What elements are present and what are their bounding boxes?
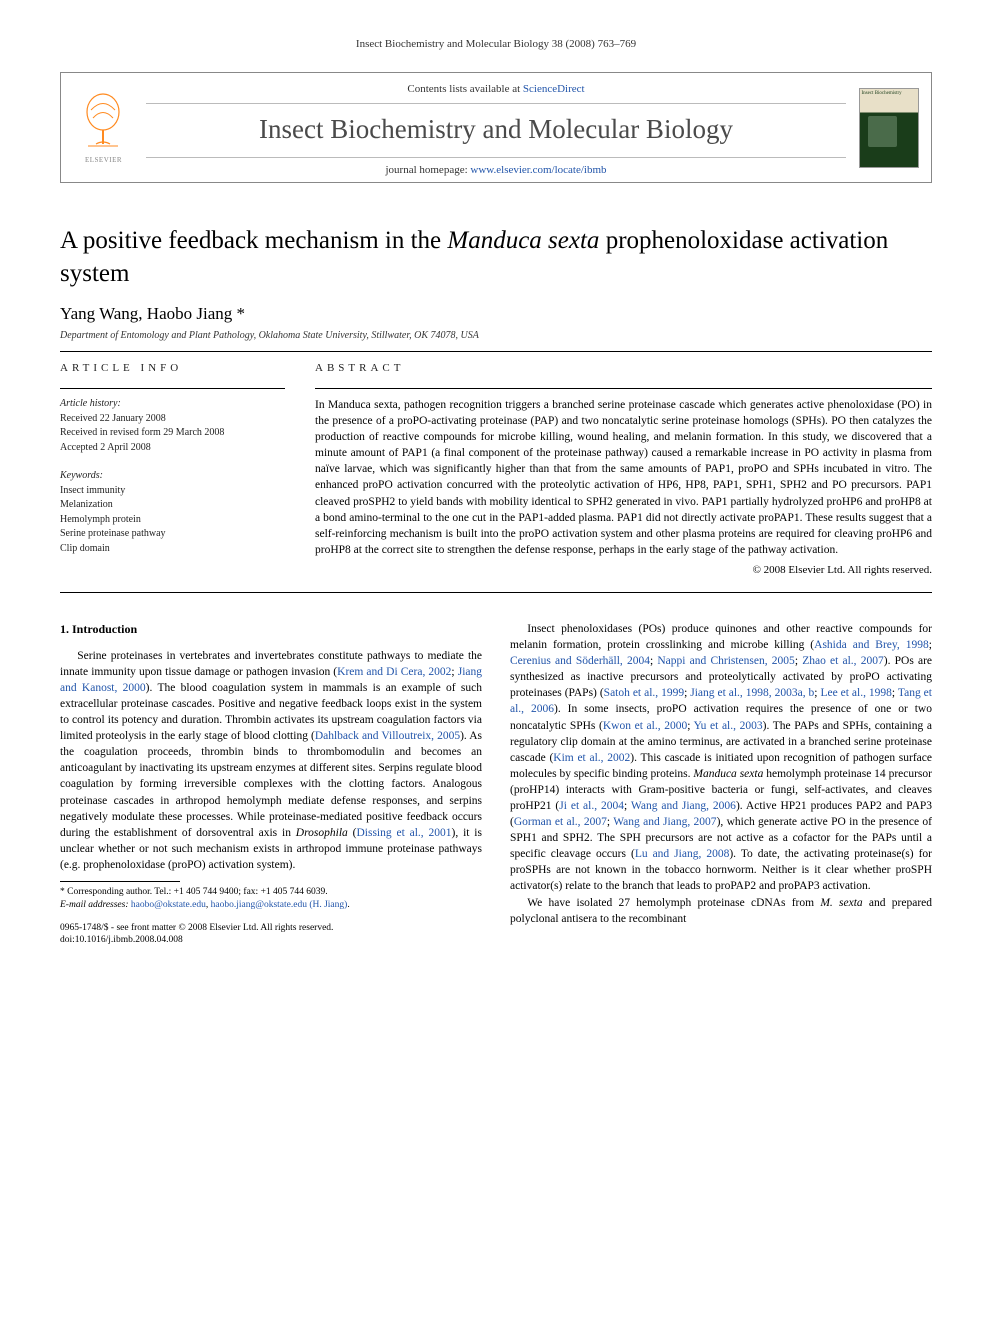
author-list: Yang Wang, Haobo Jiang * — [60, 304, 932, 324]
sciencedirect-link[interactable]: ScienceDirect — [523, 83, 585, 95]
masthead-center: Contents lists available at ScienceDirec… — [158, 73, 834, 182]
citation-link[interactable]: Yu et al., 2003 — [694, 720, 763, 732]
corresponding-author-note: * Corresponding author. Tel.: +1 405 744… — [60, 886, 482, 899]
citation-link[interactable]: Kwon et al., 2000 — [603, 720, 687, 732]
info-divider — [60, 388, 285, 389]
email-label: E-mail addresses: — [60, 900, 131, 910]
p2-text: ; — [929, 639, 932, 651]
section-title: Introduction — [72, 622, 137, 636]
article-history: Article history: Received 22 January 200… — [60, 397, 285, 455]
email-link[interactable]: haobo.jiang@okstate.edu (H. Jiang) — [211, 900, 348, 910]
paragraph-2: Insect phenoloxidases (POs) produce quin… — [510, 621, 932, 895]
email-line: E-mail addresses: haobo@okstate.edu, hao… — [60, 899, 482, 912]
history-revised: Received in revised form 29 March 2008 — [60, 426, 285, 441]
doi-line: doi:10.1016/j.ibmb.2008.04.008 — [60, 934, 482, 947]
citation-link[interactable]: Ashida and Brey, 1998 — [814, 639, 929, 651]
divider-top — [60, 351, 932, 352]
contents-prefix: Contents lists available at — [407, 83, 522, 95]
journal-homepage-line: journal homepage: www.elsevier.com/locat… — [146, 157, 846, 176]
citation-link[interactable]: Kim et al., 2002 — [553, 752, 630, 764]
article-info-column: ARTICLE INFO Article history: Received 2… — [60, 362, 285, 576]
citation-link[interactable]: Lee et al., 1998 — [820, 687, 891, 699]
citation-link[interactable]: Dissing et al., 2001 — [356, 827, 451, 839]
abstract-divider — [315, 388, 932, 389]
contents-line: Contents lists available at ScienceDirec… — [146, 83, 846, 104]
publisher-logo-cell: ELSEVIER — [61, 73, 146, 182]
species-italic: M. sexta — [820, 897, 862, 909]
body-text: 1. Introduction Serine proteinases in ve… — [60, 621, 932, 947]
citation-link[interactable]: Wang and Jiang, 2007 — [613, 816, 716, 828]
citation-link[interactable]: Zhao et al., 2007 — [802, 655, 884, 667]
citation-link[interactable]: Cerenius and Söderhäll, 2004 — [510, 655, 650, 667]
keywords-head: Keywords: — [60, 469, 285, 484]
journal-cover-thumbnail: Insect Biochemistry — [859, 88, 919, 168]
paragraph-1: Serine proteinases in vertebrates and in… — [60, 648, 482, 873]
footnote-divider — [60, 881, 180, 882]
meta-row: ARTICLE INFO Article history: Received 2… — [60, 362, 932, 576]
history-head: Article history: — [60, 397, 285, 412]
doi-block: 0965-1748/$ - see front matter © 2008 El… — [60, 922, 482, 948]
masthead: ELSEVIER Contents lists available at Sci… — [60, 72, 932, 183]
keywords-block: Keywords: Insect immunity Melanization H… — [60, 469, 285, 556]
keyword: Insect immunity — [60, 484, 285, 499]
keyword: Melanization — [60, 498, 285, 513]
p2-text: ; — [624, 800, 631, 812]
keyword: Hemolymph protein — [60, 513, 285, 528]
abstract-text: In Manduca sexta, pathogen recognition t… — [315, 397, 932, 558]
abstract-column: ABSTRACT In Manduca sexta, pathogen reco… — [315, 362, 932, 576]
citation-link[interactable]: Krem and Di Cera, 2002 — [337, 666, 451, 678]
divider-bottom — [60, 592, 932, 593]
history-accepted: Accepted 2 April 2008 — [60, 441, 285, 456]
email-link[interactable]: haobo@okstate.edu — [131, 900, 206, 910]
citation-link[interactable]: Nappi and Christensen, 2005 — [657, 655, 794, 667]
email-end: . — [347, 900, 349, 910]
citation-link[interactable]: Lu and Jiang, 2008 — [635, 848, 730, 860]
paragraph-3: We have isolated 27 hemolymph proteinase… — [510, 895, 932, 927]
citation-link[interactable]: Gorman et al., 2007 — [514, 816, 607, 828]
keyword: Clip domain — [60, 542, 285, 557]
journal-homepage-link[interactable]: www.elsevier.com/locate/ibmb — [470, 164, 606, 176]
article-title: A positive feedback mechanism in the Man… — [60, 225, 932, 290]
affiliation: Department of Entomology and Plant Patho… — [60, 330, 932, 341]
p1-text: ). As the coagulation proceeds, thrombin… — [60, 730, 482, 839]
publisher-name: ELSEVIER — [85, 156, 122, 164]
journal-cover-cell: Insect Biochemistry — [846, 73, 931, 182]
keyword: Serine proteinase pathway — [60, 527, 285, 542]
citation-link[interactable]: Dahlback and Villoutreix, 2005 — [315, 730, 460, 742]
abstract-heading: ABSTRACT — [315, 362, 932, 374]
species-italic: Drosophila — [296, 827, 348, 839]
title-species: Manduca sexta — [447, 227, 599, 254]
running-head: Insect Biochemistry and Molecular Biolog… — [60, 38, 932, 50]
footnote-block: * Corresponding author. Tel.: +1 405 744… — [60, 881, 482, 947]
species-italic: Manduca sexta — [693, 768, 763, 780]
front-matter-line: 0965-1748/$ - see front matter © 2008 El… — [60, 922, 482, 935]
journal-name: Insect Biochemistry and Molecular Biolog… — [158, 114, 834, 145]
citation-link[interactable]: Jiang et al., 1998, 2003a, b — [690, 687, 814, 699]
section-heading: 1. Introduction — [60, 621, 482, 638]
article-info-heading: ARTICLE INFO — [60, 362, 285, 374]
elsevier-logo: ELSEVIER — [71, 90, 136, 165]
title-part-1: A positive feedback mechanism in the — [60, 227, 447, 254]
section-number: 1. — [60, 622, 69, 636]
abstract-copyright: © 2008 Elsevier Ltd. All rights reserved… — [315, 564, 932, 576]
citation-link[interactable]: Satoh et al., 1999 — [604, 687, 684, 699]
p3-text: We have isolated 27 hemolymph proteinase… — [527, 897, 820, 909]
citation-link[interactable]: Wang and Jiang, 2006 — [631, 800, 736, 812]
history-received: Received 22 January 2008 — [60, 412, 285, 427]
citation-link[interactable]: Ji et al., 2004 — [559, 800, 624, 812]
elsevier-tree-icon — [76, 92, 131, 154]
homepage-prefix: journal homepage: — [385, 164, 470, 176]
